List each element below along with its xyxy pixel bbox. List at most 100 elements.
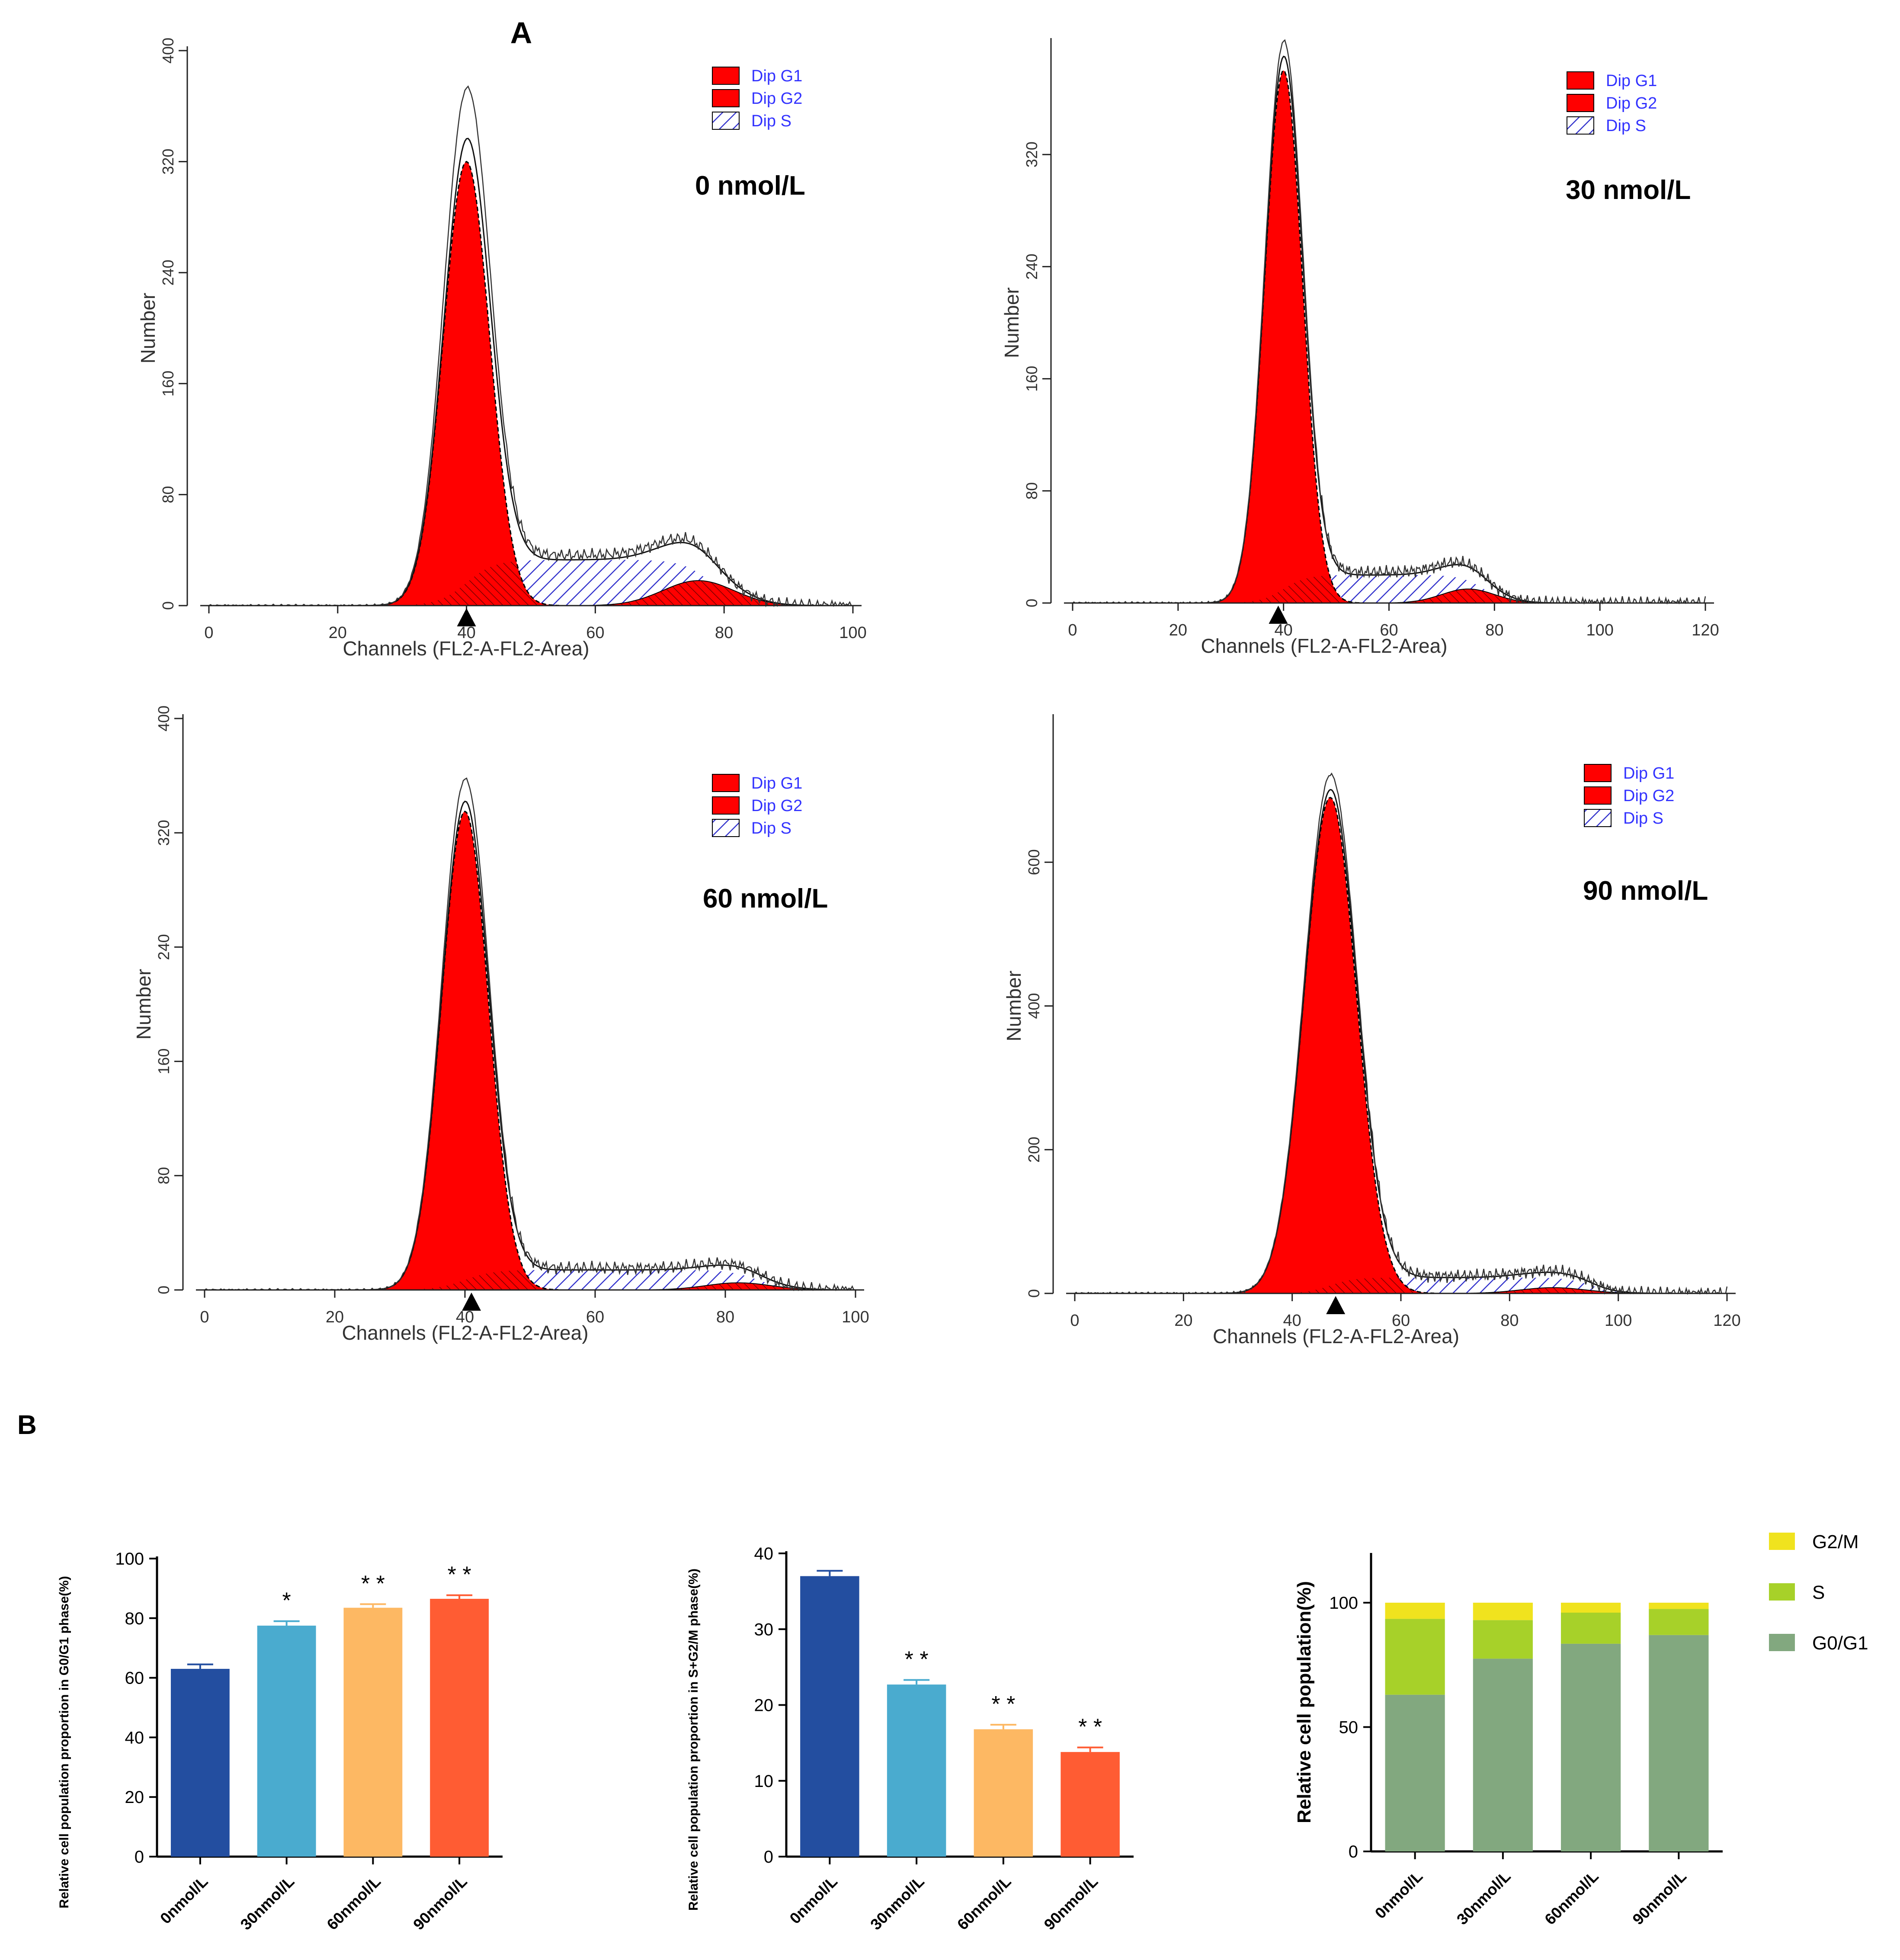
x-tick-label: 60 bbox=[586, 1308, 604, 1326]
g1-marker-triangle bbox=[1326, 1296, 1346, 1314]
bar bbox=[974, 1729, 1033, 1857]
fit-envelope bbox=[1075, 789, 1727, 1294]
raw-histogram bbox=[208, 85, 853, 608]
x-tick-label: 20 bbox=[1169, 621, 1187, 639]
y-axis-label: Relative cell population proportion in S… bbox=[686, 1569, 701, 1911]
panel-b-label: B bbox=[17, 1410, 37, 1440]
legend-swatch bbox=[1584, 786, 1612, 805]
bar bbox=[343, 1607, 403, 1857]
legend-label: Dip G2 bbox=[1606, 94, 1657, 112]
legend-swatch bbox=[1769, 1634, 1795, 1651]
y-tick-label: 60 bbox=[125, 1669, 144, 1688]
legend-swatch bbox=[1567, 116, 1594, 135]
y-axis-label: Number bbox=[1003, 971, 1025, 1042]
x-tick-label: 30nmol/L bbox=[867, 1873, 928, 1934]
x-tick-label: 60 bbox=[586, 624, 604, 642]
legend-label: Dip S bbox=[751, 819, 791, 837]
legend-swatch bbox=[712, 67, 740, 85]
g1-marker-triangle bbox=[462, 1293, 481, 1311]
g2-peak-hatch bbox=[1424, 1287, 1682, 1293]
x-axis-label: Channels (FL2-A-FL2-Area) bbox=[343, 637, 589, 660]
x-tick-label: 0 bbox=[1070, 1312, 1079, 1330]
x-tick-label: 0 bbox=[200, 1308, 209, 1326]
y-axis-label: Relative cell population(%) bbox=[1294, 1581, 1315, 1823]
x-tick-label: 120 bbox=[1713, 1312, 1740, 1330]
histogram-panel-2: 0 20 40 60 80 100 0 80 160 240 320 400 Channels (FL2… bbox=[132, 706, 869, 1344]
x-tick-label: 0nmol/L bbox=[1371, 1867, 1426, 1922]
x-tick-label: 30nmol/L bbox=[1453, 1867, 1514, 1928]
stacked-segment bbox=[1385, 1603, 1445, 1619]
y-tick-label: 240 bbox=[155, 934, 173, 960]
legend-label: S bbox=[1812, 1582, 1825, 1603]
x-axis-label: Channels (FL2-A-FL2-Area) bbox=[1213, 1325, 1459, 1347]
y-tick-label: 80 bbox=[1023, 482, 1041, 500]
bar-chart-g0g1: 0 20 40 60 80 100 0nmol/L * 30nmol/L * * 60nmol/L *… bbox=[57, 1549, 503, 1933]
x-tick-label: 100 bbox=[839, 624, 866, 642]
legend-label: Dip S bbox=[1623, 809, 1663, 828]
significance-mark: * * bbox=[905, 1647, 929, 1672]
stacked-bar-chart: 0 50 100 0nmol/L 30nmol/L 60nmol/L 90nmol/L Rel… bbox=[1294, 1531, 1868, 1928]
x-tick-label: 60 bbox=[1392, 1312, 1410, 1330]
bar bbox=[1061, 1752, 1120, 1857]
x-tick-label: 80 bbox=[1485, 621, 1503, 639]
y-tick-label: 0 bbox=[764, 1848, 773, 1867]
y-axis-label: Number bbox=[137, 293, 159, 364]
y-tick-label: 0 bbox=[1023, 599, 1041, 607]
legend-swatch bbox=[1584, 764, 1612, 782]
dose-title: 90 nmol/L bbox=[1583, 876, 1708, 906]
stacked-segment bbox=[1649, 1603, 1709, 1609]
x-tick-label: 20 bbox=[1174, 1312, 1192, 1330]
bar bbox=[257, 1626, 316, 1857]
histogram-panel-0: 0 20 40 60 80 100 0 80 160 240 320 400 Channels (FL2… bbox=[137, 38, 867, 660]
y-tick-label: 600 bbox=[1025, 849, 1043, 875]
x-axis-label: Channels (FL2-A-FL2-Area) bbox=[342, 1322, 588, 1344]
x-tick-label: 60nmol/L bbox=[1541, 1867, 1602, 1928]
x-tick-label: 0nmol/L bbox=[157, 1873, 211, 1928]
y-tick-label: 80 bbox=[159, 486, 177, 503]
significance-mark: * * bbox=[448, 1562, 471, 1588]
significance-mark: * * bbox=[361, 1571, 385, 1596]
y-tick-label: 160 bbox=[159, 371, 177, 397]
x-tick-label: 0 bbox=[204, 624, 213, 642]
legend-label: G0/G1 bbox=[1812, 1633, 1868, 1654]
stacked-segment bbox=[1473, 1603, 1533, 1620]
y-tick-label: 0 bbox=[1025, 1289, 1043, 1298]
y-tick-label: 240 bbox=[1023, 253, 1041, 279]
x-tick-label: 40 bbox=[457, 624, 475, 642]
bar-chart-sg2m: 0 10 20 30 40 0nmol/L * * 30nmol/L * * 60nmol/L * … bbox=[686, 1544, 1134, 1933]
x-tick-label: 20 bbox=[326, 1308, 344, 1326]
significance-mark: * * bbox=[991, 1692, 1015, 1717]
y-tick-label: 50 bbox=[1339, 1718, 1359, 1737]
stacked-segment bbox=[1649, 1635, 1709, 1851]
significance-mark: * * bbox=[1078, 1715, 1102, 1740]
y-tick-label: 80 bbox=[155, 1167, 173, 1184]
legend-label: Dip G1 bbox=[751, 67, 802, 85]
legend-label: Dip G2 bbox=[1623, 787, 1674, 805]
y-tick-label: 100 bbox=[115, 1549, 144, 1569]
legend-label: Dip G1 bbox=[1606, 72, 1657, 90]
histogram-panel-1: 0 20 40 60 80 100 120 0 80 160 240 320 Channels (FL2… bbox=[1000, 38, 1719, 657]
y-tick-label: 400 bbox=[155, 706, 173, 731]
g1-peak bbox=[371, 810, 559, 1291]
y-tick-label: 100 bbox=[1329, 1594, 1358, 1613]
bar bbox=[887, 1684, 946, 1857]
bar bbox=[430, 1599, 489, 1857]
overlap-hatch bbox=[1287, 1277, 1422, 1293]
dose-title: 30 nmol/L bbox=[1566, 175, 1691, 205]
y-axis-label: Relative cell population proportion in G… bbox=[57, 1576, 71, 1908]
g1-marker-triangle bbox=[457, 608, 476, 626]
y-tick-label: 0 bbox=[1349, 1842, 1358, 1861]
x-tick-label: 100 bbox=[1586, 621, 1613, 639]
panel-a-label: A bbox=[510, 16, 532, 50]
overlap-hatch bbox=[413, 1270, 547, 1290]
stacked-segment bbox=[1561, 1643, 1621, 1851]
y-tick-label: 0 bbox=[159, 601, 177, 610]
legend-swatch bbox=[1769, 1533, 1795, 1550]
x-tick-label: 80 bbox=[1500, 1312, 1519, 1330]
x-tick-label: 120 bbox=[1692, 621, 1719, 639]
significance-mark: * bbox=[282, 1588, 291, 1614]
y-tick-label: 200 bbox=[1025, 1137, 1043, 1163]
fit-envelope bbox=[205, 800, 855, 1291]
x-tick-label: 30nmol/L bbox=[237, 1873, 298, 1934]
g2-peak-hatch bbox=[609, 1283, 855, 1290]
